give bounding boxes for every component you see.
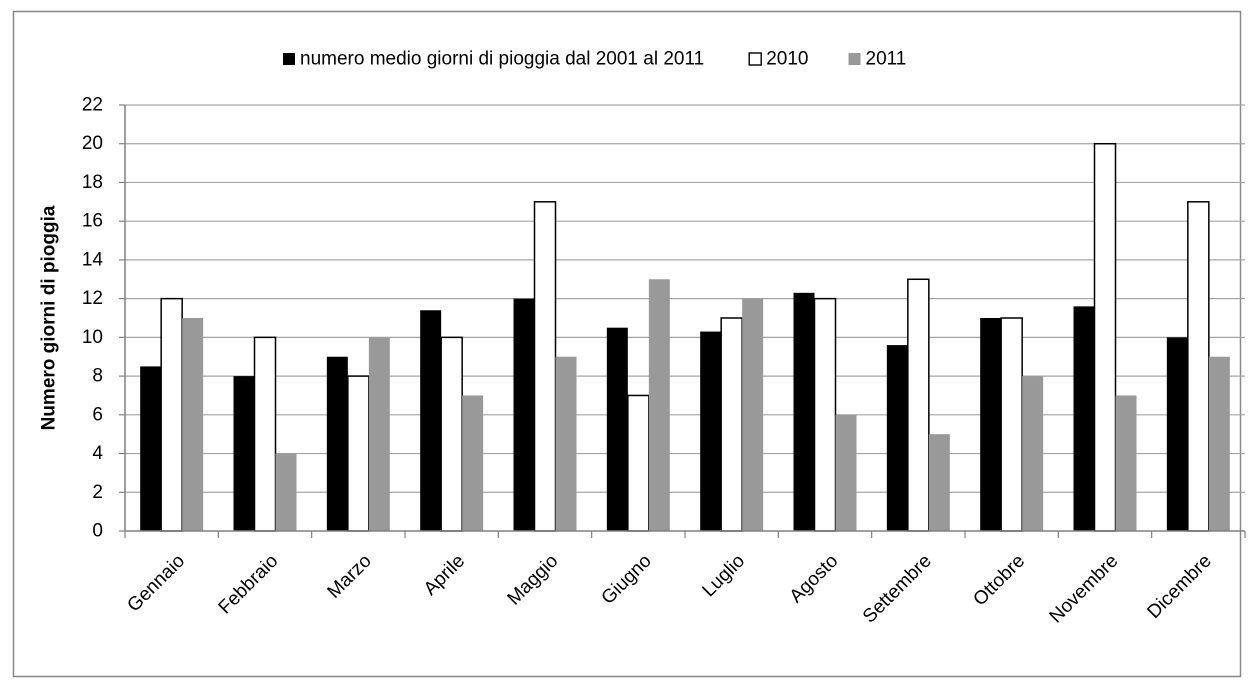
x-category-label: Agosto (786, 551, 843, 608)
bar-2010-novembre (1093, 142, 1117, 532)
legend-swatch (748, 52, 762, 66)
y-tick-label: 0 (92, 521, 103, 542)
grid-lines (125, 104, 1245, 493)
chart-border (12, 10, 1242, 678)
bar-2011-febbraio (275, 453, 297, 531)
y-tick-label: 12 (82, 288, 103, 309)
bar-media-ottobre (980, 318, 1002, 531)
x-category-label: Giugno (598, 551, 656, 609)
y-tick-label: 10 (82, 327, 103, 348)
bar-media-settembre (886, 345, 908, 531)
legend-label: numero medio giorni di pioggia dal 2001 … (300, 49, 704, 70)
x-category-label: Marzo (324, 551, 376, 603)
bar-2010-maggio (533, 201, 557, 532)
x-category-label: Luglio (698, 551, 749, 602)
x-category-label: Dicembre (1143, 551, 1215, 623)
bar-2010-febbraio (253, 336, 277, 532)
bar-media-marzo (326, 356, 348, 531)
bar-media-febbraio (233, 376, 255, 531)
bar-2010-gennaio (160, 297, 183, 532)
y-tick-label: 4 (92, 443, 103, 464)
bar-2011-marzo (368, 337, 390, 531)
y-tick-label: 2 (92, 482, 103, 503)
y-tick-label: 20 (82, 133, 103, 154)
bar-2011-maggio (555, 356, 577, 531)
bar-2011-gennaio (182, 318, 204, 531)
bar-2011-agosto (835, 414, 857, 531)
bar-media-agosto (793, 292, 815, 531)
bar-2011-settembre (928, 434, 950, 531)
bar-2011-dicembre (1208, 356, 1230, 531)
bar-media-gennaio (140, 366, 162, 531)
x-category-label: Febbraio (215, 551, 283, 619)
legend: numero medio giorni di pioggia dal 2001 … (283, 49, 906, 70)
bar-2010-agosto (813, 297, 837, 532)
x-category-label: Gennaio (123, 551, 189, 617)
x-category-labels: Gennaio Febbraio Marzo Aprile Maggio Giugno Lu… (123, 551, 1215, 628)
bar-2011-giugno (648, 279, 670, 531)
y-tick-labels: 0 2 4 6 8 10 12 14 16 18 20 22 (82, 95, 125, 542)
y-axis-title: Numero giorni di pioggia (39, 205, 60, 430)
bar-media-luglio (700, 331, 722, 531)
y-tick-label: 22 (82, 95, 103, 116)
axes (124, 105, 1246, 538)
bar-2010-giugno (627, 394, 650, 532)
y-tick-label: 14 (82, 249, 104, 270)
bar-2010-luglio (720, 317, 743, 532)
bar-2010-marzo (347, 375, 370, 532)
x-category-label: Novembre (1046, 551, 1123, 628)
y-tick-label: 18 (82, 172, 103, 193)
bars (140, 142, 1230, 532)
bar-media-giugno (606, 327, 628, 531)
bar-2010-aprile (440, 336, 463, 532)
bar-2010-dicembre (1187, 201, 1210, 532)
bar-2011-novembre (1115, 395, 1137, 531)
x-category-label: Settembre (859, 551, 936, 628)
legend-label: 2011 (866, 49, 907, 70)
bar-media-aprile (420, 310, 442, 531)
legend-swatch (848, 53, 861, 65)
bar-2010-settembre (907, 278, 930, 532)
bar-media-novembre (1073, 306, 1095, 531)
legend-label: 2010 (766, 49, 808, 70)
y-tick-label: 16 (82, 211, 103, 232)
y-tick-label: 8 (92, 366, 103, 387)
bar-2011-aprile (462, 395, 484, 531)
bar-2011-luglio (742, 298, 764, 531)
x-category-label: Aprile (420, 551, 469, 600)
bar-2011-ottobre (1022, 376, 1044, 531)
x-category-label: Ottobre (969, 551, 1029, 611)
bar-media-dicembre (1166, 337, 1188, 531)
bar-media-maggio (513, 298, 535, 531)
legend-swatch (283, 53, 295, 65)
bar-2010-ottobre (1000, 317, 1023, 532)
y-tick-label: 6 (92, 404, 103, 425)
x-category-label: Maggio (504, 551, 563, 610)
